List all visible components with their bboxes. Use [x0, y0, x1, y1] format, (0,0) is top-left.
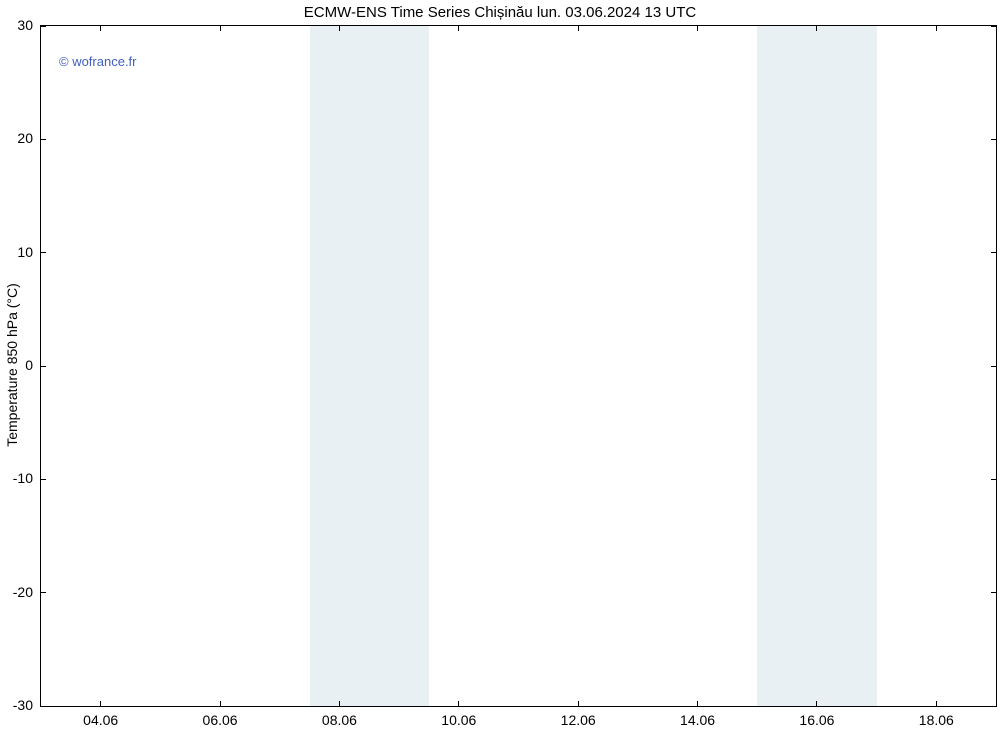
y-tick-label: -10: [0, 470, 33, 486]
chart-title: ECMW-ENS Time Series Chișinău lun. 03.06…: [0, 4, 1000, 21]
y-tick-mark: [991, 139, 997, 140]
x-tick-mark: [697, 25, 698, 31]
x-tick-label: 08.06: [322, 712, 357, 728]
x-tick-label: 14.06: [680, 712, 715, 728]
watermark-text: © wofrance.fr: [59, 54, 137, 69]
y-tick-label: 20: [0, 130, 33, 146]
x-tick-label: 04.06: [83, 712, 118, 728]
y-tick-mark: [40, 26, 46, 27]
y-tick-mark: [991, 592, 997, 593]
y-tick-mark: [40, 479, 46, 480]
x-tick-mark: [936, 25, 937, 31]
x-tick-mark: [578, 701, 579, 707]
x-tick-mark: [220, 701, 221, 707]
x-tick-label: 16.06: [799, 712, 834, 728]
shaded-band: [757, 26, 876, 706]
y-tick-label: -30: [0, 697, 33, 713]
y-tick-label: 0: [0, 357, 33, 373]
y-tick-mark: [991, 366, 997, 367]
x-tick-mark: [458, 25, 459, 31]
y-tick-label: 10: [0, 244, 33, 260]
x-tick-mark: [100, 701, 101, 707]
y-tick-label: 30: [0, 17, 33, 33]
plot-area: © wofrance.fr 04.0606.0608.0610.0612.061…: [40, 25, 997, 707]
x-tick-mark: [578, 25, 579, 31]
x-tick-label: 12.06: [561, 712, 596, 728]
y-tick-mark: [991, 252, 997, 253]
x-tick-label: 06.06: [203, 712, 238, 728]
x-tick-mark: [936, 701, 937, 707]
y-tick-mark: [991, 479, 997, 480]
x-tick-mark: [697, 701, 698, 707]
shaded-bands: [41, 26, 996, 706]
x-tick-mark: [816, 701, 817, 707]
y-tick-mark: [40, 252, 46, 253]
y-tick-mark: [40, 366, 46, 367]
x-tick-mark: [339, 701, 340, 707]
y-tick-mark: [40, 706, 46, 707]
x-tick-label: 18.06: [919, 712, 954, 728]
y-tick-mark: [991, 26, 997, 27]
x-tick-mark: [100, 25, 101, 31]
x-tick-mark: [458, 701, 459, 707]
y-tick-labels: -30 -20 -10 0 10 20 30: [0, 0, 38, 733]
x-tick-mark: [220, 25, 221, 31]
x-tick-label: 10.06: [441, 712, 476, 728]
x-tick-mark: [816, 25, 817, 31]
y-tick-mark: [40, 139, 46, 140]
shaded-band: [310, 26, 429, 706]
y-tick-mark: [991, 706, 997, 707]
y-tick-mark: [40, 592, 46, 593]
y-tick-label: -20: [0, 584, 33, 600]
x-tick-mark: [339, 25, 340, 31]
